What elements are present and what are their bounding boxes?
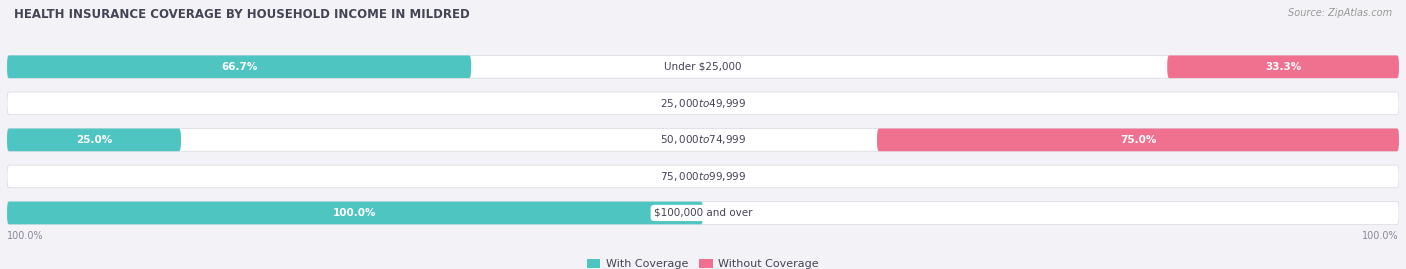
FancyBboxPatch shape	[7, 92, 1399, 115]
Text: 66.7%: 66.7%	[221, 62, 257, 72]
Text: 100.0%: 100.0%	[1362, 231, 1399, 241]
FancyBboxPatch shape	[877, 129, 1399, 151]
FancyBboxPatch shape	[7, 202, 1399, 224]
Text: 75.0%: 75.0%	[1119, 135, 1156, 145]
FancyBboxPatch shape	[1167, 55, 1399, 78]
Text: 0.0%: 0.0%	[662, 98, 689, 108]
FancyBboxPatch shape	[7, 55, 471, 78]
Text: 0.0%: 0.0%	[717, 98, 744, 108]
Text: Source: ZipAtlas.com: Source: ZipAtlas.com	[1288, 8, 1392, 18]
Text: 0.0%: 0.0%	[717, 208, 744, 218]
FancyBboxPatch shape	[7, 129, 181, 151]
Text: $100,000 and over: $100,000 and over	[654, 208, 752, 218]
FancyBboxPatch shape	[7, 129, 1399, 151]
Text: 0.0%: 0.0%	[662, 171, 689, 181]
Text: HEALTH INSURANCE COVERAGE BY HOUSEHOLD INCOME IN MILDRED: HEALTH INSURANCE COVERAGE BY HOUSEHOLD I…	[14, 8, 470, 21]
Text: 100.0%: 100.0%	[7, 231, 44, 241]
FancyBboxPatch shape	[7, 165, 1399, 188]
Legend: With Coverage, Without Coverage: With Coverage, Without Coverage	[582, 254, 824, 269]
Text: $25,000 to $49,999: $25,000 to $49,999	[659, 97, 747, 110]
Text: 25.0%: 25.0%	[76, 135, 112, 145]
Text: 100.0%: 100.0%	[333, 208, 377, 218]
Text: $50,000 to $74,999: $50,000 to $74,999	[659, 133, 747, 146]
Text: 33.3%: 33.3%	[1265, 62, 1301, 72]
FancyBboxPatch shape	[7, 202, 703, 224]
Text: $75,000 to $99,999: $75,000 to $99,999	[659, 170, 747, 183]
FancyBboxPatch shape	[7, 55, 1399, 78]
Text: Under $25,000: Under $25,000	[664, 62, 742, 72]
Text: 0.0%: 0.0%	[717, 171, 744, 181]
